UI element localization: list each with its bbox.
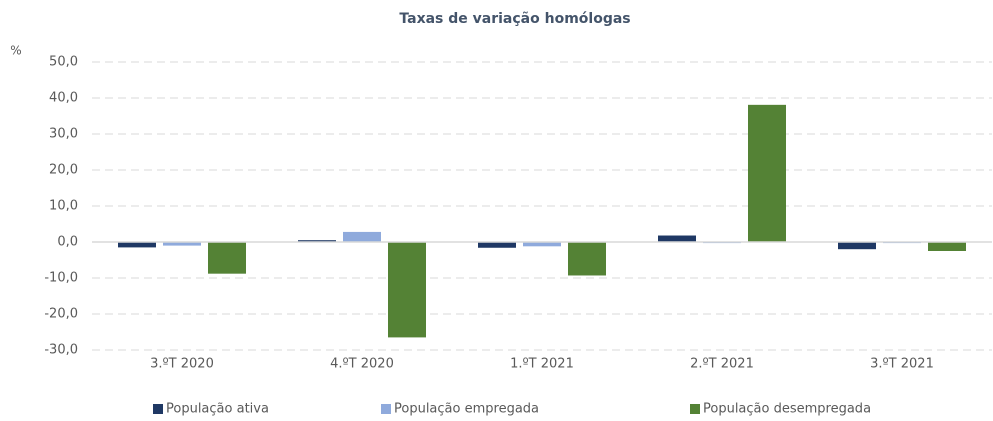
bar <box>478 242 516 248</box>
bar <box>523 242 561 247</box>
x-tick-label: 4.ºT 2020 <box>330 357 394 372</box>
y-tick-label: 10,0 <box>49 199 78 214</box>
legend-label: População empregada <box>394 402 539 417</box>
x-tick-label: 3.ºT 2020 <box>150 357 214 372</box>
legend-label: População desempregada <box>703 402 871 417</box>
legend-swatch <box>381 404 391 414</box>
bar <box>388 242 426 338</box>
bar <box>208 242 246 274</box>
y-tick-label: 40,0 <box>49 91 78 106</box>
bar <box>838 242 876 250</box>
bar <box>658 235 696 242</box>
y-tick-label: 20,0 <box>49 163 78 178</box>
x-tick-label: 1.ºT 2021 <box>510 357 574 372</box>
bar <box>118 242 156 248</box>
bar <box>298 240 336 242</box>
y-tick-label: -10,0 <box>44 271 78 286</box>
chart-title: Taxas de variação homólogas <box>399 11 630 27</box>
bar <box>568 242 606 276</box>
legend-swatch <box>690 404 700 414</box>
x-tick-label: 3.ºT 2021 <box>870 357 934 372</box>
bar <box>928 242 966 251</box>
y-axis-label: % <box>10 44 21 58</box>
y-tick-label: 30,0 <box>49 127 78 142</box>
y-tick-label: -20,0 <box>44 307 78 322</box>
legend-label: População ativa <box>166 402 269 417</box>
y-tick-label: 50,0 <box>49 55 78 70</box>
x-tick-label: 2.ºT 2021 <box>690 357 754 372</box>
y-tick-label: -30,0 <box>44 343 78 358</box>
bar <box>748 104 786 242</box>
bar <box>343 231 381 242</box>
legend-swatch <box>153 404 163 414</box>
bar <box>163 242 201 246</box>
y-tick-label: 0,0 <box>57 235 78 250</box>
